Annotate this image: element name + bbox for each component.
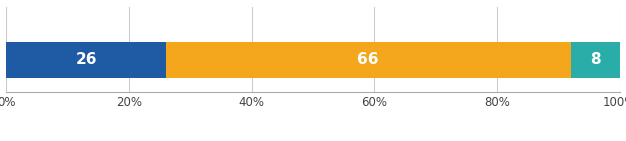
Text: 8: 8 [590,52,600,67]
Bar [166,42,571,78]
Bar [6,42,166,78]
Bar [571,42,620,78]
Text: 66: 66 [357,52,379,67]
Text: 26: 26 [75,52,97,67]
